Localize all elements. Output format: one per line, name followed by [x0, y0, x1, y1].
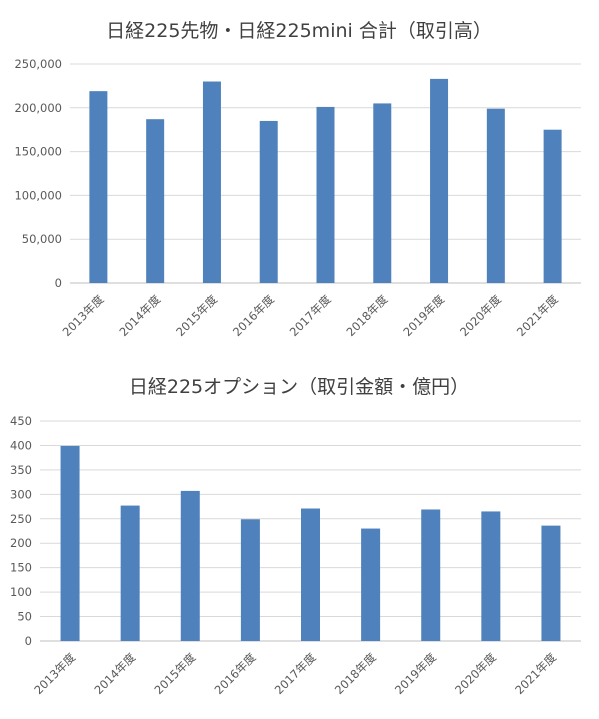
chart-2-x-tick-label: 2014年度	[91, 650, 138, 697]
chart-2-y-tick-label: 100	[10, 585, 32, 599]
chart-1-y-tick-label: 100,000	[14, 188, 62, 202]
chart-2-y-tick-label: 50	[17, 610, 32, 624]
chart-1-y-tick-label: 0	[55, 276, 62, 290]
chart-divider	[0, 356, 599, 361]
chart-1-title: 日経225先物・日経225mini 合計（取引高）	[106, 20, 492, 42]
chart-2-bar	[120, 505, 140, 641]
chart-1-y-tick-label: 150,000	[14, 145, 62, 159]
chart-2-title: 日経225オプション（取引金額・億円）	[129, 376, 469, 398]
chart-1-svg: 日経225先物・日経225mini 合計（取引高） 0 50,000 100,000 1…	[14, 20, 581, 339]
chart-2-y-tick-label: 200	[10, 536, 32, 550]
chart-2-bar	[240, 519, 260, 641]
chart-2-x-tick-label: 2016年度	[212, 650, 259, 697]
chart-1-x-tick-label: 2014年度	[116, 292, 163, 339]
chart-1-bar	[373, 103, 392, 283]
chart-2-x-tick-label: 2019年度	[392, 650, 439, 697]
chart-2-y-tick-label: 400	[10, 438, 32, 452]
chart-1-bar	[430, 78, 449, 283]
chart-2-svg: 日経225オプション（取引金額・億円） 0 50 100 150 200 250 300 350…	[10, 376, 581, 697]
chart-1-bar	[259, 120, 278, 283]
chart-2-bar	[541, 525, 561, 641]
chart-1-y-tick-label: 200,000	[14, 101, 62, 115]
chart-2-x-tick-label: 2018年度	[332, 650, 379, 697]
chart-1-y-tick-label: 50,000	[22, 232, 62, 246]
chart-2-bar	[60, 445, 80, 641]
chart-2-y-tick-label: 450	[10, 414, 32, 428]
chart-2-panel: 日経225オプション（取引金額・億円） 0 50 100 150 200 250 300 350…	[0, 361, 599, 719]
chart-2-bar	[421, 509, 441, 641]
chart-1-bar	[89, 91, 108, 283]
chart-2-x-tick-label: 2017年度	[272, 650, 319, 697]
chart-2-y-tick-label: 350	[10, 463, 32, 477]
chart-2-x-tick-label: 2013年度	[31, 650, 78, 697]
chart-1-x-tick-label: 2017年度	[287, 292, 334, 339]
chart-2-y-tick-label: 250	[10, 512, 32, 526]
chart-1-bar	[146, 119, 165, 283]
chart-1-bar	[316, 106, 335, 283]
chart-2-bar	[180, 490, 200, 641]
chart-2-y-tick-label: 0	[25, 634, 32, 648]
chart-2-bar	[481, 511, 501, 641]
chart-2-y-tick-label: 150	[10, 561, 32, 575]
chart-1-x-tick-label: 2015年度	[173, 292, 220, 339]
chart-2-x-tick-label: 2021年度	[512, 650, 559, 697]
chart-2-x-tick-label: 2020年度	[452, 650, 499, 697]
chart-1-bar	[543, 129, 562, 283]
chart-1-bar	[202, 81, 221, 284]
chart-1-bar	[486, 108, 505, 284]
chart-2-bar	[361, 528, 381, 641]
chart-2-y-tick-label: 300	[10, 487, 32, 501]
chart-1-x-tick-label: 2019年度	[400, 292, 447, 339]
chart-1-x-tick-label: 2013年度	[60, 292, 107, 339]
chart-2-x-tick-label: 2015年度	[152, 650, 199, 697]
chart-1-panel: 日経225先物・日経225mini 合計（取引高） 0 50,000 100,000 1…	[0, 0, 599, 356]
chart-1-x-tick-label: 2018年度	[344, 292, 391, 339]
chart-1-x-tick-label: 2021年度	[514, 292, 561, 339]
chart-1-y-tick-label: 250,000	[14, 57, 62, 71]
chart-1-x-tick-label: 2020年度	[457, 292, 504, 339]
chart-2-bar	[301, 508, 320, 641]
chart-1-x-tick-label: 2016年度	[230, 292, 277, 339]
